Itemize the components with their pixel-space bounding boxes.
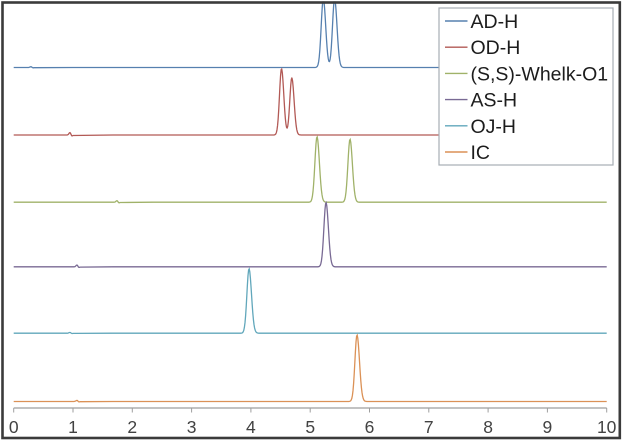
svg-text:OJ-H: OJ-H (471, 116, 517, 138)
svg-text:9: 9 (543, 417, 553, 437)
svg-text:OD-H: OD-H (471, 37, 521, 59)
svg-text:IC: IC (471, 142, 491, 164)
svg-text:10: 10 (597, 417, 617, 437)
svg-text:8: 8 (483, 417, 493, 437)
svg-text:(S,S)-Whelk-O1: (S,S)-Whelk-O1 (471, 63, 609, 85)
svg-text:AD-H: AD-H (471, 11, 519, 33)
svg-text:7: 7 (424, 417, 434, 437)
svg-text:6: 6 (365, 417, 375, 437)
svg-text:AS-H: AS-H (471, 90, 518, 112)
svg-text:3: 3 (187, 417, 197, 437)
svg-text:5: 5 (305, 417, 315, 437)
svg-text:4: 4 (246, 417, 256, 437)
svg-text:1: 1 (68, 417, 78, 437)
svg-text:0: 0 (9, 417, 19, 437)
svg-text:2: 2 (127, 417, 137, 437)
